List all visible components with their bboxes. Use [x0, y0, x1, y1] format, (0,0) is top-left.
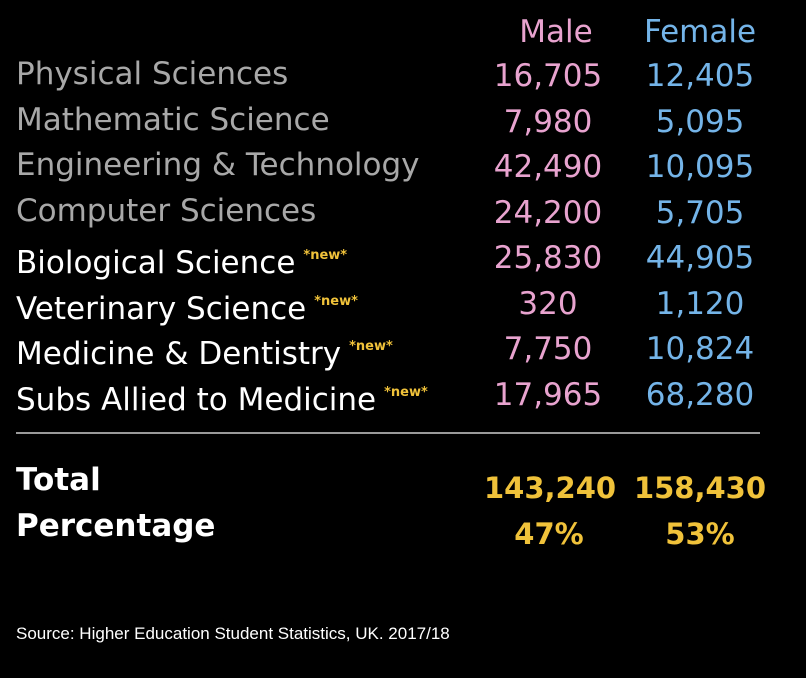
female-value: 68,280: [645, 377, 755, 413]
subject-name: Engineering & Technology: [16, 147, 420, 183]
male-value: 17,965: [493, 377, 603, 413]
female-value: 5,095: [655, 104, 745, 140]
divider: [16, 432, 760, 434]
subject-label: Engineering & Technology: [16, 145, 420, 185]
new-tag: *new*: [303, 248, 348, 263]
new-tag: *new*: [349, 339, 393, 354]
table-row: Computer Sciences 24,200 5,705: [0, 191, 806, 237]
new-tag: *new*: [384, 385, 428, 400]
female-value: 10,824: [645, 331, 755, 367]
subject-label: Subs Allied to Medicine *new*: [16, 373, 428, 420]
subject-name: Physical Sciences: [16, 56, 289, 92]
subject-label: Mathematic Science: [16, 100, 330, 140]
male-value: 7,980: [503, 104, 593, 140]
female-value: 12,405: [645, 58, 755, 94]
column-header-male: Male: [519, 14, 593, 50]
subject-name: Veterinary Science: [16, 291, 307, 327]
male-value: 320: [518, 286, 578, 322]
subject-label: Computer Sciences: [16, 191, 316, 231]
subject-name: Computer Sciences: [16, 193, 317, 229]
male-value: 7,750: [503, 331, 593, 367]
male-summary-value: 143,240: [484, 471, 617, 505]
female-value: 44,905: [645, 240, 755, 276]
male-value: 25,830: [493, 240, 603, 276]
table-row: Medicine & Dentistry *new* 7,750 10,824: [0, 327, 806, 373]
female-value: 5,705: [655, 195, 745, 231]
table-row: Veterinary Science *new* 320 1,120: [0, 282, 806, 328]
subject-name: Subs Allied to Medicine: [16, 382, 377, 418]
percentage-row: Percentage 47% 53%: [0, 506, 806, 552]
female-summary-value: 53%: [665, 517, 735, 551]
table-row: Mathematic Science 7,980 5,095: [0, 100, 806, 146]
male-value: 16,705: [493, 58, 603, 94]
subject-label: Biological Science *new*: [16, 236, 347, 283]
table-row: Physical Sciences 16,705 12,405: [0, 54, 806, 100]
subject-label: Veterinary Science *new*: [16, 282, 358, 329]
subject-name: Mathematic Science: [16, 102, 330, 138]
new-tag: *new*: [314, 294, 358, 309]
subject-name: Biological Science: [16, 245, 296, 281]
table-row: Biological Science *new* 25,830 44,905: [0, 236, 806, 282]
male-value: 24,200: [493, 195, 603, 231]
subject-name: Medicine & Dentistry: [16, 336, 342, 372]
summary-label: Total: [16, 462, 101, 498]
summary-label: Percentage: [16, 508, 216, 544]
subject-label: Medicine & Dentistry *new*: [16, 327, 393, 374]
table-row: Engineering & Technology 42,490 10,095: [0, 145, 806, 191]
table-row: Subs Allied to Medicine *new* 17,965 68,280: [0, 373, 806, 419]
source-note: Source: Higher Education Student Statist…: [16, 624, 450, 643]
column-header-female: Female: [643, 14, 757, 50]
male-value: 42,490: [493, 149, 603, 185]
female-summary-value: 158,430: [633, 471, 767, 505]
female-value: 1,120: [655, 286, 745, 322]
subject-label: Physical Sciences: [16, 54, 288, 94]
female-value: 10,095: [645, 149, 755, 185]
male-summary-value: 47%: [514, 517, 584, 551]
total-row: Total 143,240 158,430: [0, 460, 806, 506]
